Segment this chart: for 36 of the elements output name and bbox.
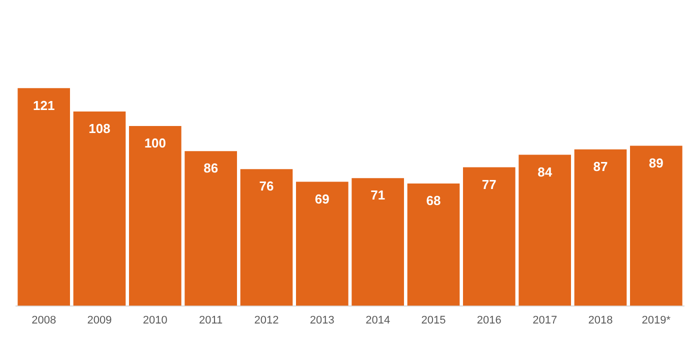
data-label: 77	[482, 176, 496, 192]
bar	[184, 151, 237, 306]
x-tick-label: 2016	[476, 314, 502, 326]
bar	[18, 88, 70, 306]
bar	[296, 182, 348, 306]
x-tick-label: 2015	[421, 314, 446, 326]
bar	[352, 178, 404, 306]
bar	[129, 126, 182, 306]
data-label: 108	[88, 121, 110, 136]
x-tick-label: 2011	[199, 314, 223, 326]
bar	[73, 112, 126, 306]
data-label: 100	[144, 136, 166, 151]
x-tick-label: 2013	[310, 314, 334, 326]
bar	[407, 183, 460, 306]
x-tick-label: 2012	[254, 314, 279, 326]
data-label: 69	[314, 191, 330, 206]
x-tick-label: 2010	[142, 314, 168, 326]
bar	[630, 146, 682, 306]
bar	[463, 167, 516, 306]
data-label: 84	[538, 164, 553, 180]
x-tick-label: 2008	[32, 314, 56, 326]
data-label: 76	[259, 178, 274, 194]
x-tick-label: 2014	[366, 314, 390, 326]
bar	[518, 154, 571, 306]
x-tick-label: 2019*	[642, 314, 672, 326]
data-label: 89	[648, 155, 664, 170]
data-label: 87	[593, 158, 608, 174]
x-tick-label: 2017	[532, 314, 558, 326]
data-label: 68	[426, 193, 441, 208]
data-label: 121	[32, 98, 55, 113]
bar	[240, 169, 293, 306]
bar	[574, 149, 627, 306]
x-tick-label: 2009	[87, 314, 112, 326]
data-label: 86	[204, 160, 218, 176]
x-tick-label: 2018	[588, 314, 613, 326]
data-label: 71	[370, 188, 386, 203]
